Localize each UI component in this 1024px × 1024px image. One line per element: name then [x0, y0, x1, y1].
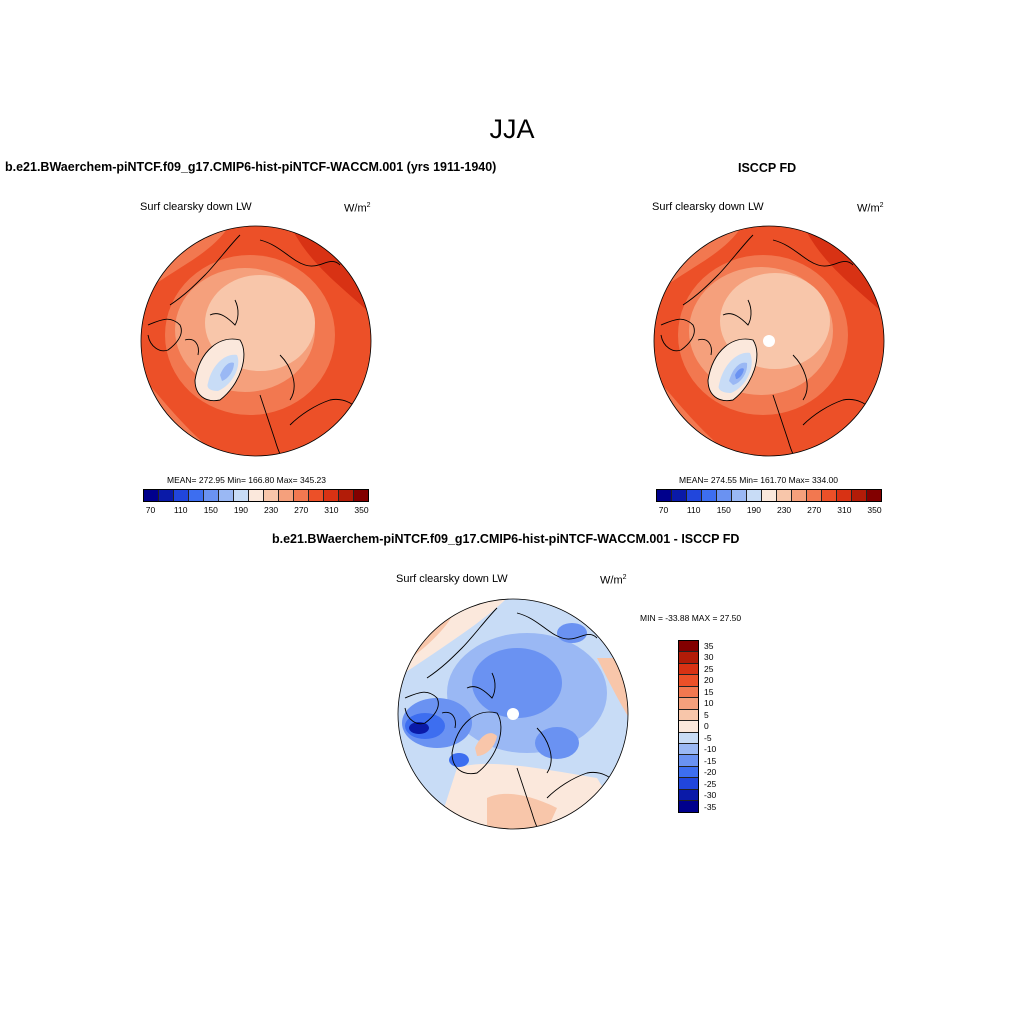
colorbar-tick-label: 110	[173, 505, 188, 515]
colorbar-tick-label: 150	[716, 505, 731, 515]
colorbar-swatch	[792, 490, 807, 501]
model-stats: MEAN= 272.95 Min= 166.80 Max= 345.23	[167, 475, 327, 485]
obs-panel-title: ISCCP FD	[738, 161, 797, 175]
colorbar-tick-label: -5	[704, 732, 712, 743]
colorbar-tick-label: 30	[704, 652, 714, 663]
diff-colorbar-ticks: 35 30 25 20 15 10 5 0 -5 -10 -15 -20 -25 -30 -35	[704, 640, 744, 827]
colorbar-tick-label: 0	[704, 721, 709, 732]
colorbar-swatch	[807, 490, 822, 501]
colorbar-swatch	[679, 663, 698, 676]
colorbar-swatch	[762, 490, 777, 501]
colorbar-tick-label: -15	[704, 755, 717, 766]
colorbar-tick-label: -35	[704, 801, 717, 812]
colorbar-swatch	[672, 490, 687, 501]
colorbar-swatch	[777, 490, 792, 501]
colorbar-tick-label: 10	[704, 698, 714, 709]
colorbar-swatch	[174, 490, 189, 501]
diff-polar-map	[397, 598, 629, 830]
colorbar-swatch	[309, 490, 324, 501]
colorbar-swatch	[159, 490, 174, 501]
colorbar-swatch	[679, 789, 698, 802]
colorbar-tick-label: -10	[704, 744, 717, 755]
diff-panel-title: b.e21.BWaerchem-piNTCF.f09_g17.CMIP6-his…	[272, 532, 740, 546]
colorbar-swatch	[679, 652, 698, 664]
colorbar-tick-label: 350	[867, 505, 882, 515]
colorbar-tick-label: 15	[704, 686, 714, 697]
colorbar-swatch	[219, 490, 234, 501]
colorbar-swatch	[732, 490, 747, 501]
colorbar-tick-label: 20	[704, 675, 714, 686]
colorbar-tick-label: 70	[658, 505, 669, 515]
colorbar-tick-label: 110	[686, 505, 701, 515]
obs-stats: MEAN= 274.55 Min= 161.70 Max= 334.00	[679, 475, 839, 485]
colorbar-swatch	[747, 490, 762, 501]
model-polar-map	[140, 225, 372, 457]
colorbar-tick-label: -25	[704, 778, 717, 789]
colorbar-tick-label: 190	[746, 505, 762, 515]
colorbar-tick-label: 310	[324, 505, 339, 515]
colorbar-swatch	[679, 698, 698, 710]
model-units-label: W/m2	[344, 202, 371, 215]
colorbar-swatch	[657, 490, 672, 501]
colorbar-swatch	[339, 490, 354, 501]
colorbar-swatch	[679, 709, 698, 722]
model-panel-title: b.e21.BWaerchem-piNTCF.f09_g17.CMIP6-his…	[5, 160, 497, 174]
figure-title: JJA	[489, 114, 535, 144]
colorbar-tick-label: 310	[837, 505, 852, 515]
colorbar-swatch	[279, 490, 294, 501]
colorbar-tick-label: 150	[203, 505, 218, 515]
colorbar-swatch	[679, 732, 698, 744]
colorbar-swatch	[837, 490, 852, 501]
colorbar-swatch	[679, 801, 698, 812]
diff-colorbar	[678, 640, 699, 813]
obs-variable-label: Surf clearsky down LW	[652, 201, 764, 213]
colorbar-swatch	[249, 490, 264, 501]
colorbar-swatch	[679, 766, 698, 779]
diff-stats: MIN = -33.88 MAX = 27.50	[640, 613, 742, 623]
colorbar-swatch	[852, 490, 867, 501]
colorbar-swatch	[324, 490, 339, 501]
model-variable-label: Surf clearsky down LW	[140, 201, 252, 213]
obs-polar-map	[653, 225, 885, 457]
colorbar-tick-label: 25	[704, 663, 714, 674]
diff-variable-label: Surf clearsky down LW	[396, 573, 508, 585]
colorbar-swatch	[679, 686, 698, 699]
colorbar-tick-label: 270	[807, 505, 822, 515]
colorbar-tick-label: 230	[776, 505, 792, 515]
obs-colorbar	[656, 489, 882, 502]
colorbar-swatch	[679, 675, 698, 687]
colorbar-swatch	[679, 641, 698, 653]
colorbar-tick-label: 350	[354, 505, 369, 515]
colorbar-swatch	[679, 743, 698, 756]
colorbar-tick-label: 70	[145, 505, 156, 515]
colorbar-swatch	[822, 490, 837, 501]
colorbar-swatch	[702, 490, 717, 501]
colorbar-tick-label: 190	[233, 505, 249, 515]
colorbar-tick-label: -20	[704, 767, 717, 778]
colorbar-tick-label: 270	[294, 505, 309, 515]
colorbar-swatch	[189, 490, 204, 501]
colorbar-swatch	[679, 755, 698, 767]
colorbar-tick-label: -30	[704, 790, 717, 801]
colorbar-swatch	[234, 490, 249, 501]
colorbar-swatch	[679, 721, 698, 733]
colorbar-swatch	[294, 490, 309, 501]
colorbar-tick-label: 230	[263, 505, 279, 515]
colorbar-swatch	[354, 490, 368, 501]
colorbar-swatch	[204, 490, 219, 501]
colorbar-swatch	[679, 778, 698, 790]
colorbar-tick-label: 5	[704, 709, 709, 720]
model-colorbar	[143, 489, 369, 502]
colorbar-tick-label: 35	[704, 640, 714, 651]
colorbar-swatch	[144, 490, 159, 501]
colorbar-swatch	[687, 490, 702, 501]
colorbar-swatch	[867, 490, 881, 501]
obs-units-label: W/m2	[857, 202, 884, 215]
colorbar-swatch	[264, 490, 279, 501]
diff-units-label: W/m2	[600, 574, 627, 587]
colorbar-swatch	[717, 490, 732, 501]
